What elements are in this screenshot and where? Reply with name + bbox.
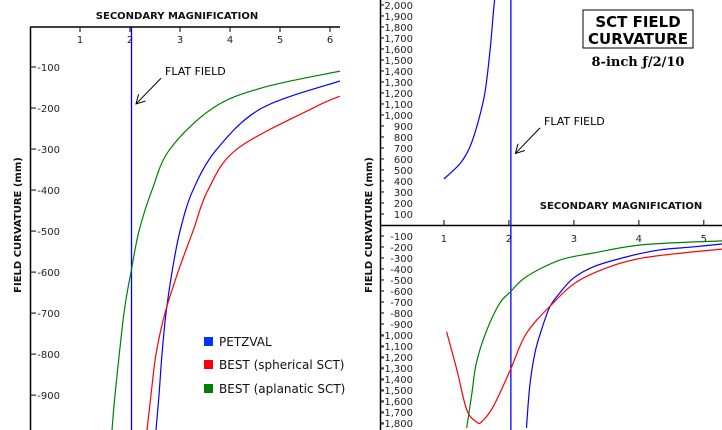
right-y-tick-label: -1,800: [381, 419, 413, 430]
left-y-axis-label: FIELD CURVATURE (mm): [13, 157, 24, 293]
right-x-axis-label: SECONDARY MAGNIFICATION: [540, 201, 702, 212]
right-y-tick-label: 400: [394, 177, 413, 188]
right-y-tick-label: -300: [390, 254, 413, 265]
right-y-tick-label: 700: [394, 144, 413, 155]
left-y-tick-label: -900: [37, 391, 60, 402]
right-y-tick-label: -200: [390, 243, 413, 254]
right-y-tick-label: -700: [390, 298, 413, 309]
left-x-tick-label: 4: [227, 35, 233, 46]
right-chart: SCT FIELD CURVATURE 8-inch ƒ/2/10 SECOND…: [364, 0, 722, 430]
right-y-tick-label: 1,500: [384, 56, 413, 67]
left-flat-field-arrow: [136, 77, 162, 104]
right-y-tick-label: 200: [394, 199, 413, 210]
left-y-tick-label: -100: [37, 63, 60, 74]
right-y-axis-label: FIELD CURVATURE (mm): [364, 157, 375, 293]
right-series-petzval: [443, 0, 496, 180]
left-y-tick-label: -300: [37, 145, 60, 156]
right-y-tick-label: 500: [394, 166, 413, 177]
right-series-best-spherical-sct: [445, 248, 722, 425]
right-y-tick-label: 1,300: [384, 78, 413, 89]
left-y-tick-label: -800: [37, 350, 60, 361]
left-x-tick-label: 6: [327, 35, 333, 46]
right-y-tick-label: -1,700: [381, 408, 413, 419]
left-x-axis-label: SECONDARY MAGNIFICATION: [96, 11, 258, 22]
left-y-tick-label: -700: [37, 309, 60, 320]
right-x-tick-label: 2: [506, 234, 512, 245]
right-y-tick-label: -1,400: [381, 375, 413, 386]
legend-label-spherical: BEST (spherical SCT): [219, 358, 345, 372]
legend: PETZVAL BEST (spherical SCT) BEST (aplan…: [204, 335, 345, 396]
right-y-tick-label: -1,300: [381, 364, 413, 375]
right-y-tick-label: 1,700: [384, 34, 413, 45]
legend-label-petzval: PETZVAL: [219, 335, 272, 349]
left-y-tick-label: -400: [37, 186, 60, 197]
right-x-tick-label: 5: [701, 234, 707, 245]
right-y-tick-label: 1,800: [384, 23, 413, 34]
left-series-best-spherical-sct: [146, 95, 340, 430]
right-y-tick-label: 1,000: [384, 111, 413, 122]
chart-title-line-2: CURVATURE: [588, 30, 688, 48]
left-y-tick-label: -600: [37, 268, 60, 279]
right-y-tick-label: 1,100: [384, 100, 413, 111]
right-y-tick-label: 2,000: [384, 1, 413, 12]
right-y-tick-label: 100: [394, 210, 413, 221]
right-y-tick-label: -900: [390, 320, 413, 331]
left-y-tick-label: -500: [37, 227, 60, 238]
right-y-tick-label: -1,600: [381, 397, 413, 408]
right-x-tick-label: 1: [441, 234, 447, 245]
right-series-best-aplanatic-sct: [466, 240, 722, 428]
chart-title-box: [582, 9, 694, 49]
right-y-tick-label: -1,000: [381, 331, 413, 342]
right-y-tick-label: 1,400: [384, 67, 413, 78]
right-x-tick-label: 3: [571, 234, 577, 245]
chart-subtitle: 8-inch ƒ/2/10: [592, 55, 685, 70]
right-y-tick-label: 1,900: [384, 12, 413, 23]
right-x-tick-label: 4: [636, 234, 642, 245]
left-flat-field-annotation: FLAT FIELD: [165, 65, 226, 78]
right-y-tick-label: 1,600: [384, 45, 413, 56]
right-flat-field-annotation: FLAT FIELD: [544, 115, 605, 128]
right-y-tick-label: -1,200: [381, 353, 413, 364]
right-y-tick-label: -500: [390, 276, 413, 287]
right-y-tick-label: -1,100: [381, 342, 413, 353]
right-y-tick-label: 800: [394, 133, 413, 144]
right-y-tick-label: 600: [394, 155, 413, 166]
left-x-tick-label: 1: [77, 35, 83, 46]
right-y-tick-label: -400: [390, 265, 413, 276]
legend-swatch-spherical: [204, 360, 213, 369]
right-flat-field-arrow: [515, 127, 541, 154]
left-x-tick-label: 2: [127, 35, 133, 46]
left-x-tick-label: 5: [277, 35, 283, 46]
right-y-tick-label: 900: [394, 122, 413, 133]
right-y-tick-label: -800: [390, 309, 413, 320]
legend-swatch-petzval: [204, 337, 213, 346]
left-series-best-aplanatic-sct: [111, 70, 340, 430]
left-series-petzval: [155, 80, 340, 430]
right-y-tick-label: -1,500: [381, 386, 413, 397]
right-y-tick-label: 1,200: [384, 89, 413, 100]
legend-swatch-aplanatic: [204, 384, 213, 393]
right-series-petzval: [525, 243, 722, 428]
right-y-tick-label: 300: [394, 188, 413, 199]
left-x-tick-label: 3: [177, 35, 183, 46]
chart-title-line-1: SCT FIELD: [595, 13, 680, 31]
right-y-tick-label: -600: [390, 287, 413, 298]
legend-label-aplanatic: BEST (aplanatic SCT): [219, 382, 345, 396]
right-y-tick-label: -100: [390, 232, 413, 243]
left-y-tick-label: -200: [37, 104, 60, 115]
left-chart: SECONDARY MAGNIFICATION FIELD CURVATURE …: [13, 11, 345, 430]
